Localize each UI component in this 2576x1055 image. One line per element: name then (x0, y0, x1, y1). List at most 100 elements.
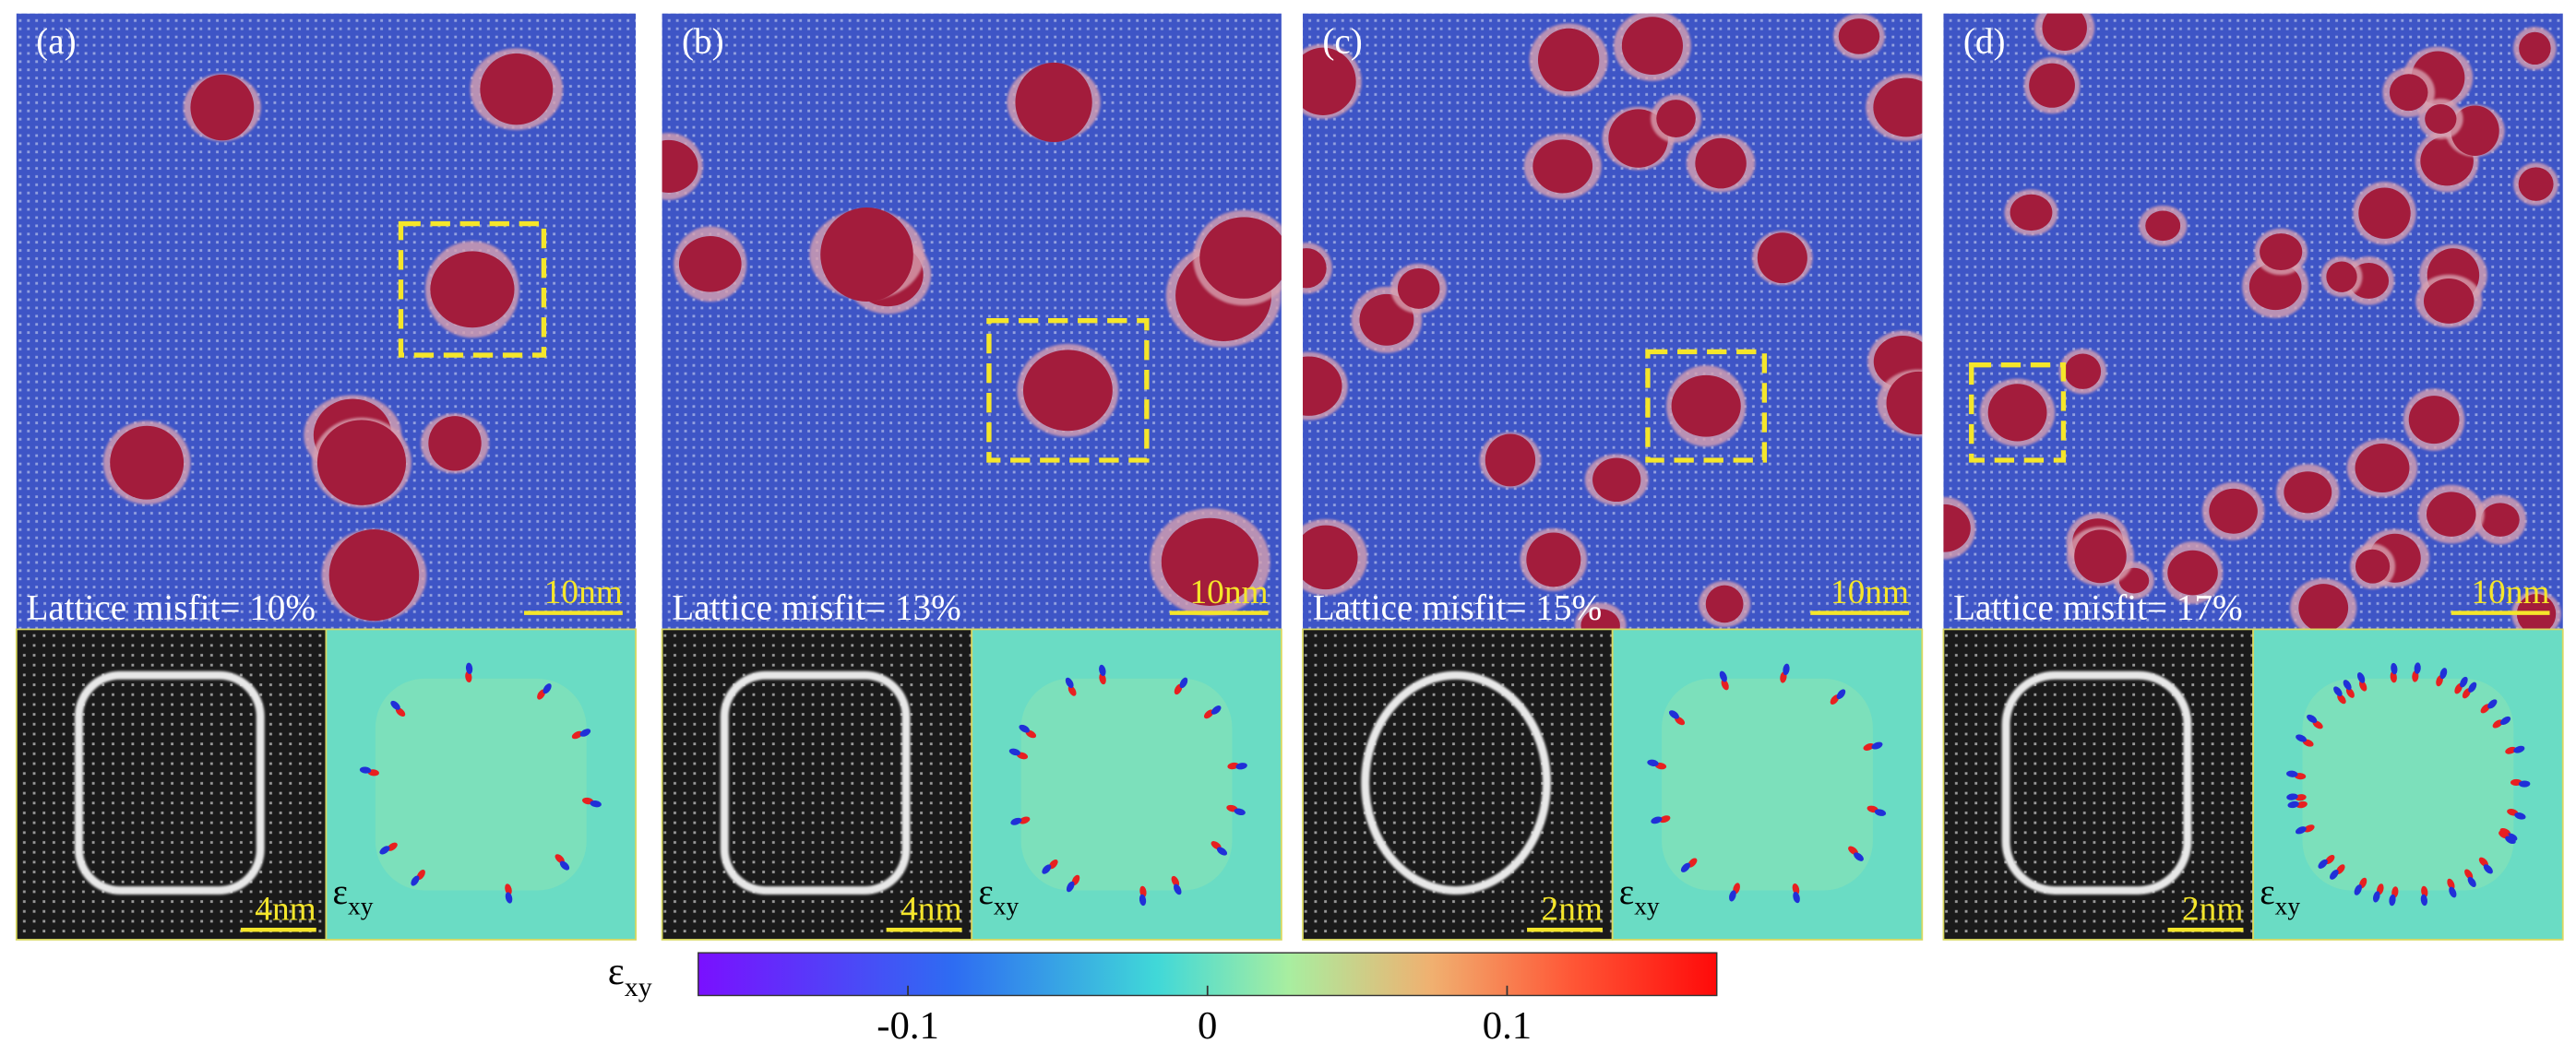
precipitate (2425, 103, 2457, 134)
strain-spot (1065, 677, 1074, 689)
scale-label: 10nm (2471, 574, 2549, 611)
epsilon-label: εxy (2260, 872, 2300, 920)
strain-tint (1662, 678, 1873, 891)
precipitate (2209, 488, 2258, 534)
strain-spot (1139, 894, 1147, 907)
precipitate (2042, 13, 2087, 51)
panel-label: (a) (36, 21, 76, 61)
epsilon-label: εxy (978, 872, 1019, 920)
strain-spot (1171, 875, 1180, 887)
strain-spot (1668, 710, 1679, 719)
strain-spot (1647, 759, 1659, 766)
strain-spot (1008, 748, 1020, 756)
epsilon-subscript: xy (348, 893, 374, 920)
strain-spot (1721, 679, 1729, 691)
panel: (b) Lattice misfit= 13% 10nm 4nm (661, 13, 1282, 941)
precipitate (1303, 248, 1327, 289)
strain-spot (2296, 800, 2308, 809)
precipitate (820, 207, 913, 302)
panel-label: (b) (682, 21, 724, 61)
strain-spot (387, 842, 398, 851)
epsilon-label: εxy (1619, 872, 1660, 920)
strain-spot (559, 860, 570, 871)
epsilon-symbol: ε (2260, 872, 2274, 912)
precipitate (1886, 371, 1923, 435)
strain-spot (1792, 883, 1800, 895)
strain-spot (2354, 884, 2362, 895)
strain-spot (2295, 826, 2307, 835)
strain-map (971, 628, 1282, 941)
strain-spot (1783, 663, 1790, 676)
strain-map (1611, 628, 1924, 941)
strain-spot (571, 730, 583, 740)
precipitate (1580, 609, 1620, 630)
panel-label: (c) (1322, 21, 1362, 61)
colorbar-tick-label: 0.1 (1483, 1004, 1532, 1048)
strain-tint (2302, 678, 2514, 891)
strain-spot (1210, 705, 1222, 715)
precipitate (1485, 433, 1536, 487)
interface-ring (720, 670, 911, 895)
precipitate (1705, 585, 1744, 623)
strain-spot (1067, 685, 1077, 696)
strain-spot (505, 883, 512, 895)
strain-spot (2505, 746, 2517, 754)
panel: (a) Lattice misfit= 10% 10nm 4nm (15, 13, 637, 941)
precipitate (1943, 504, 1971, 552)
precipitate (1656, 100, 1696, 137)
interface-ring (2001, 670, 2192, 895)
strain-spot (590, 800, 602, 808)
misfit-label: Lattice misfit= 10% (26, 588, 315, 628)
strain-spot (2492, 719, 2503, 729)
inset-scale-label: 4nm (255, 891, 316, 929)
strain-spot (1042, 864, 1052, 874)
precipitate (2284, 471, 2332, 514)
strain-spot (2286, 793, 2298, 800)
strain-spot (2343, 680, 2352, 691)
precipitate (2355, 549, 2391, 584)
strain-spot (2287, 800, 2299, 809)
strain-spot (1871, 741, 1883, 750)
precipitate (1303, 47, 1356, 115)
strain-spot (2468, 682, 2477, 693)
precipitate (428, 416, 482, 471)
strain-spot (543, 683, 552, 694)
epsilon-subscript: xy (994, 893, 1020, 920)
strain-spot (2460, 676, 2468, 688)
strain-spot (2467, 876, 2476, 887)
strain-spot (1235, 763, 1247, 770)
strain-spot (1010, 817, 1022, 825)
strain-spot (2447, 878, 2455, 890)
precipitate (2260, 233, 2303, 271)
precipitate (1022, 350, 1113, 432)
strain-spot (2359, 680, 2367, 692)
precipitate (2518, 167, 2554, 201)
strain-spot (1216, 847, 1228, 856)
selection-box (1645, 349, 1768, 463)
precipitate (190, 74, 255, 141)
strain-spot (1099, 672, 1106, 685)
precipitate (2145, 210, 2181, 242)
precipitate (1015, 62, 1092, 143)
strain-spot (2337, 693, 2346, 705)
precipitate (1695, 137, 1747, 189)
precipitate (1303, 356, 1342, 416)
selection-box (1969, 362, 2067, 463)
strain-spot (1019, 816, 1031, 824)
strain-spot (1863, 742, 1875, 751)
epsilon-label: εxy (333, 872, 374, 920)
precipitate (1532, 139, 1593, 194)
precipitate (1838, 18, 1880, 54)
strain-spot (2487, 699, 2498, 709)
misfit-label: Lattice misfit= 15% (1313, 588, 1603, 628)
precipitate (2029, 63, 2075, 108)
strain-map (2252, 628, 2564, 941)
precipitate (1199, 217, 1282, 299)
precipitate (1397, 267, 1440, 309)
misfit-label: Lattice misfit= 13% (672, 588, 960, 628)
epsilon-symbol: ε (1619, 872, 1634, 912)
panel-label: (d) (1963, 21, 2006, 61)
strain-spot (2286, 770, 2298, 777)
epsilon-symbol: ε (608, 950, 625, 993)
